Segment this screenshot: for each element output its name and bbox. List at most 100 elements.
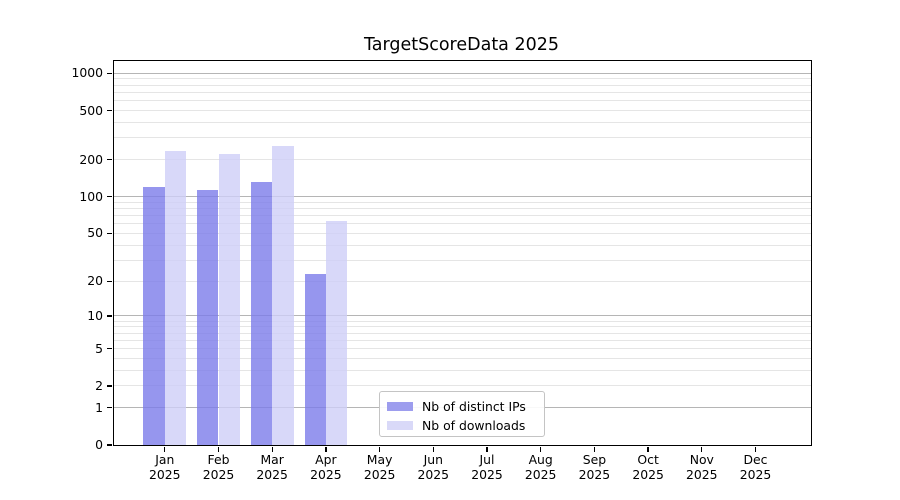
gridline-minor-20: [114, 280, 811, 282]
gridline-minor-4: [114, 357, 811, 359]
y-tick: [107, 196, 113, 198]
y-tick-label: 100: [79, 188, 103, 204]
x-tick-month: Aug: [528, 452, 553, 467]
x-tick-label: Dec 2025: [724, 452, 788, 482]
gridline-minor-300: [114, 137, 811, 139]
y-tick: [107, 72, 113, 74]
x-tick: [754, 446, 757, 452]
y-tick-label: 5: [95, 340, 103, 356]
x-tick: [540, 446, 542, 452]
legend-swatch-distinct-ips: [387, 401, 413, 412]
y-tick: [107, 315, 113, 317]
gridline-minor-60: [114, 223, 811, 225]
x-tick-year: 2025: [686, 467, 718, 482]
y-tick-label: 200: [79, 151, 103, 167]
gridline-minor-80: [114, 208, 811, 210]
y-tick-label: 0: [95, 437, 103, 452]
gridline-minor-700: [114, 91, 811, 93]
x-tick-month: Oct: [637, 452, 659, 467]
x-tick-year: 2025: [417, 467, 450, 482]
x-tick-label: Aug 2025: [509, 452, 573, 482]
chart-title: TargetScoreData 2025: [363, 35, 560, 55]
x-tick-label: Nov 2025: [670, 452, 734, 482]
bar-downloads-feb: [218, 153, 240, 445]
x-tick-year: 2025: [578, 467, 611, 482]
x-tick-year: 2025: [310, 467, 342, 482]
x-tick-label: Mar 2025: [240, 452, 304, 482]
gridline-minor-400: [114, 121, 811, 123]
bar-distinct-ips-mar: [250, 181, 273, 445]
y-tick-label: 1: [95, 399, 103, 415]
bar-distinct-ips-apr: [304, 274, 326, 445]
y-tick: [107, 385, 113, 387]
x-tick: [593, 446, 596, 452]
gridline-minor-5: [114, 348, 811, 350]
y-tick-label: 2: [95, 377, 103, 393]
x-tick-label: Jul 2025: [455, 452, 519, 482]
gridline-minor-90: [114, 201, 811, 203]
x-tick-month: Sep: [582, 452, 607, 467]
x-tick-year: 2025: [202, 467, 235, 482]
x-tick-month: Feb: [207, 452, 230, 467]
legend-label-downloads: Nb of downloads: [422, 417, 526, 433]
x-tick-year: 2025: [632, 467, 664, 482]
y-tick: [107, 232, 113, 235]
gridline-major-1000: [114, 72, 811, 74]
y-tick-label: 10: [87, 307, 103, 323]
gridline-minor-8: [114, 326, 811, 328]
x-tick-year: 2025: [363, 467, 396, 482]
x-tick-label: Jun 2025: [401, 452, 465, 482]
x-tick-month: Jun: [423, 452, 443, 467]
gridline-minor-800: [114, 84, 811, 86]
y-tick: [107, 109, 113, 112]
x-tick-year: 2025: [256, 467, 288, 482]
x-tick: [271, 446, 273, 452]
x-tick-label: Oct 2025: [616, 452, 680, 482]
y-tick-label: 500: [79, 102, 103, 118]
x-tick-label: May 2025: [348, 452, 412, 482]
x-tick-month: Apr: [315, 452, 337, 467]
y-tick: [107, 347, 113, 350]
bar-downloads-mar: [272, 146, 294, 445]
y-tick-label: 20: [87, 273, 103, 289]
x-tick: [217, 446, 220, 452]
gridline-minor-600: [114, 100, 811, 102]
x-tick-year: 2025: [524, 467, 557, 482]
gridline-minor-30: [114, 259, 811, 261]
x-tick-month: Nov: [689, 452, 714, 467]
gridline-minor-6: [114, 339, 811, 341]
y-tick: [107, 159, 113, 161]
x-tick-label: Jan 2025: [133, 452, 197, 482]
legend-swatch-downloads: [387, 420, 413, 431]
x-tick: [164, 446, 166, 452]
gridline-minor-200: [114, 159, 811, 161]
x-tick: [378, 446, 381, 452]
gridline-minor-50: [114, 232, 811, 234]
y-tick: [107, 280, 113, 282]
x-tick-year: 2025: [739, 467, 772, 482]
gridline-minor-9: [114, 320, 811, 322]
gridline-minor-2: [114, 385, 811, 387]
bar-distinct-ips-feb: [197, 189, 219, 445]
x-tick-month: Dec: [743, 452, 768, 467]
gridline-minor-900: [114, 78, 811, 80]
x-tick-month: Jan: [155, 452, 175, 467]
x-tick-label: Sep 2025: [562, 452, 626, 482]
x-tick: [647, 446, 649, 452]
gridline-major-100: [114, 196, 811, 198]
bar-downloads-apr: [325, 221, 348, 445]
gridline-minor-70: [114, 215, 811, 217]
legend-entry-downloads: Nb of downloads: [387, 416, 544, 435]
gridline-major-10: [114, 315, 811, 317]
plot-area: 0 1 2 5 10 20 50 100 200 500 1000 Jan 2025 Feb 2025 Mar…: [71, 60, 812, 482]
gridline-minor-500: [114, 110, 811, 111]
x-tick-month: Jul: [479, 452, 495, 467]
x-tick-year: 2025: [149, 467, 181, 482]
x-tick-label: Apr 2025: [294, 452, 358, 482]
x-tick-month: Mar: [260, 452, 284, 467]
x-tick-year: 2025: [471, 467, 503, 482]
gridline-minor-3: [114, 369, 811, 371]
x-tick: [701, 446, 703, 452]
gridline-minor-40: [114, 244, 811, 246]
